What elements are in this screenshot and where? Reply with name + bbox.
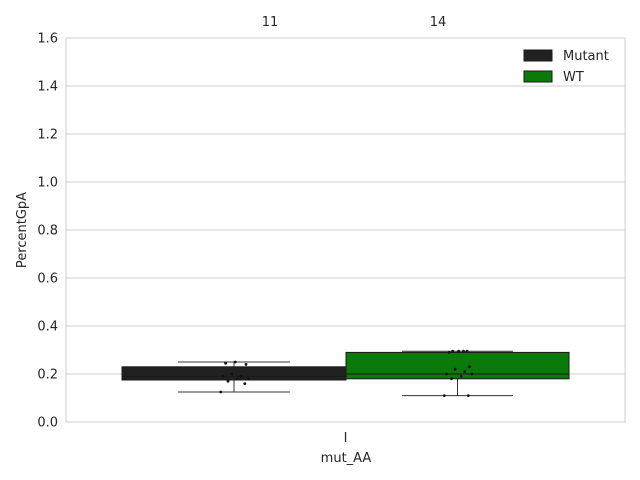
data-point: [221, 375, 225, 378]
box-wt: [345, 349, 570, 397]
data-point: [247, 377, 250, 381]
y-tick-label: 1.4: [37, 80, 58, 95]
data-point: [462, 349, 465, 353]
data-point: [470, 372, 474, 376]
data-point: [224, 361, 228, 365]
x-axis-title: mut_AA: [321, 451, 372, 466]
data-point: [453, 367, 457, 371]
data-point: [239, 375, 243, 378]
y-tick-label: 0.4: [37, 320, 58, 335]
y-tick-label: 0.6: [37, 272, 58, 287]
data-point: [219, 390, 223, 394]
legend-swatch: [523, 70, 553, 83]
data-point: [236, 377, 240, 381]
data-point: [233, 360, 237, 364]
box-plots: [121, 349, 570, 397]
data-point: [463, 370, 467, 373]
data-point: [466, 394, 470, 397]
y-tick-labels: 0.0 0.2 0.4 0.6 0.8 1.0 1.2 1.4 1.6: [37, 32, 58, 431]
y-tick-label: 1.0: [37, 176, 58, 191]
count-label: 14: [430, 15, 447, 30]
data-point: [465, 349, 469, 353]
legend: Mutant WT: [523, 49, 609, 85]
data-point: [457, 349, 461, 353]
data-point: [445, 372, 449, 376]
count-annotations: 11 14: [262, 15, 447, 30]
data-point: [447, 351, 451, 354]
y-axis-title: PercentGpA: [15, 192, 30, 268]
data-point: [459, 375, 463, 378]
legend-label: WT: [563, 70, 584, 85]
x-tick-label: I: [344, 431, 348, 446]
legend-label: Mutant: [563, 49, 609, 64]
data-point: [243, 382, 247, 385]
box-body: [345, 351, 570, 380]
count-label: 11: [262, 15, 279, 30]
y-tick-label: 0.8: [37, 224, 58, 239]
data-point: [230, 372, 234, 376]
data-point: [468, 365, 471, 369]
legend-swatch: [523, 49, 553, 62]
y-tick-label: 1.2: [37, 128, 58, 143]
y-tick-label: 0.2: [37, 368, 58, 383]
data-point: [442, 394, 446, 397]
data-point: [451, 349, 455, 353]
data-point: [244, 363, 248, 366]
y-tick-label: 0.0: [37, 416, 58, 431]
box-body: [121, 366, 347, 381]
y-tick-label: 1.6: [37, 32, 58, 47]
data-point: [226, 379, 230, 383]
x-tick-group: I: [344, 431, 348, 446]
data-point: [450, 377, 453, 381]
